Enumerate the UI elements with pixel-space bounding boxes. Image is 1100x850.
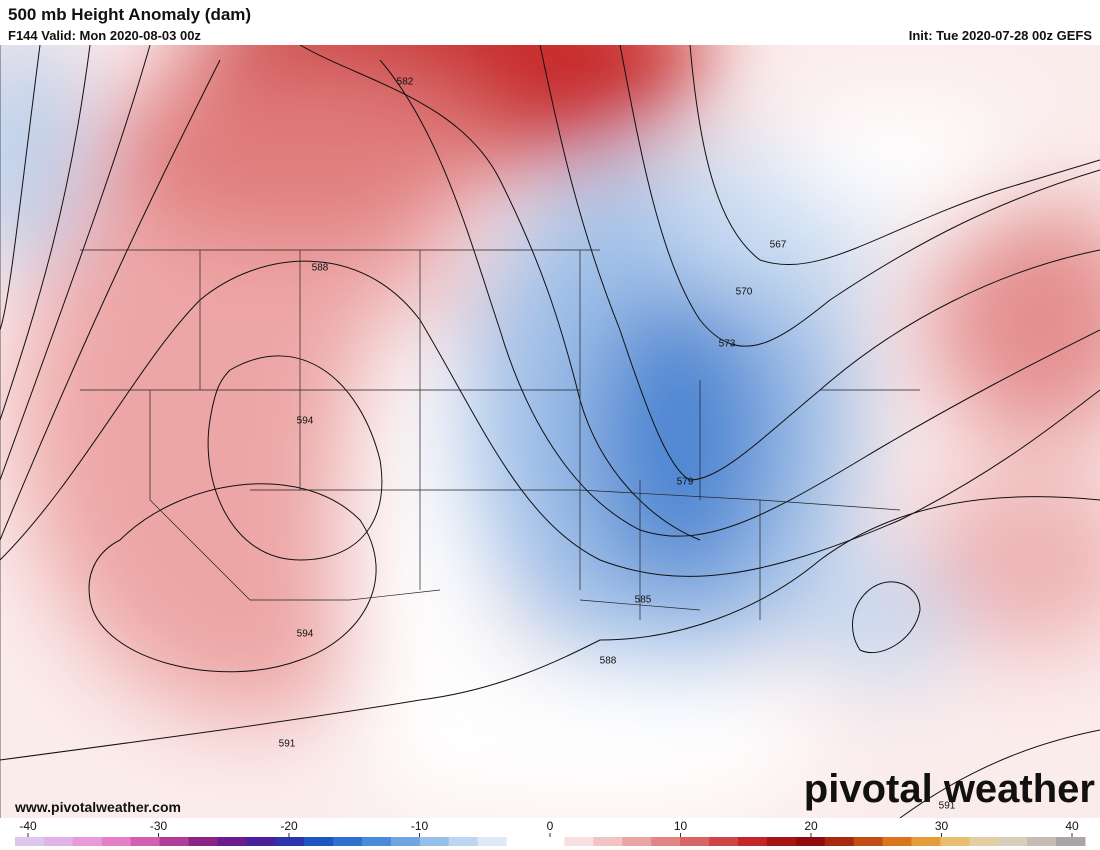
colorbar-swatch: [564, 837, 594, 846]
colorbar-swatch: [969, 837, 999, 846]
colorbar-tick-label: 20: [804, 819, 818, 833]
colorbar-swatch: [680, 837, 710, 846]
contour-label: 573: [719, 339, 736, 350]
colorbar-swatch: [911, 837, 941, 846]
contour-label: 585: [635, 595, 652, 606]
colorbar-tick-label: 10: [674, 819, 688, 833]
map: 582 588 567 570 573 594 579 585 594 588 591 591: [0, 45, 1100, 818]
colorbar-swatch: [651, 837, 681, 846]
colorbar-swatch: [43, 837, 74, 846]
borders: [0, 45, 920, 818]
title: 500 mb Height Anomaly (dam): [8, 5, 251, 24]
colorbar-swatch: [477, 837, 508, 846]
colorbar-tick-label: -10: [411, 819, 429, 833]
valid-time: F144 Valid: Mon 2020-08-03 00z: [8, 28, 201, 43]
colorbar-swatch: [159, 837, 190, 846]
contour-label: 582: [397, 77, 414, 88]
colorbar-swatch: [246, 837, 276, 846]
init-time: Init: Tue 2020-07-28 00z GEFS: [909, 28, 1093, 43]
contour-label: 594: [297, 416, 314, 427]
colorbar-swatch: [362, 837, 392, 846]
colorbar-swatch: [535, 837, 565, 846]
colorbar-swatch: [766, 837, 797, 846]
contour-label: 588: [312, 263, 329, 274]
colorbar-swatch: [998, 837, 1028, 846]
colorbar-swatch: [275, 837, 305, 846]
colorbar-tick-label: 0: [547, 819, 554, 833]
colorbar-tick-label: 30: [935, 819, 949, 833]
contour-label: 594: [297, 629, 314, 640]
contour-label: 591: [279, 739, 296, 750]
colorbar-swatch: [593, 837, 623, 846]
colorbar-swatch: [853, 837, 884, 846]
contour-label: 591: [939, 801, 956, 812]
colorbar-swatch: [1056, 837, 1086, 846]
colorbar-swatch: [882, 837, 912, 846]
colorbar-swatch: [304, 837, 334, 846]
colorbar-swatch: [448, 837, 479, 846]
website: www.pivotalweather.com: [14, 799, 181, 815]
colorbar-tick-label: 40: [1065, 819, 1079, 833]
colorbar-tick-label: -40: [19, 819, 37, 833]
colorbar-tick-label: -30: [150, 819, 168, 833]
colorbar-swatch: [506, 837, 537, 846]
colorbar-tick-label: -20: [280, 819, 298, 833]
colorbar-swatch: [1027, 837, 1057, 846]
logo: pivotal weather: [804, 767, 1095, 811]
colorbar: -40 -30 -20 -10 0 10 20 30 40: [0, 818, 1100, 850]
contour-label: 567: [770, 240, 787, 251]
colorbar-swatch: [188, 837, 218, 846]
colorbar-swatch: [824, 837, 855, 846]
height-contours: [0, 45, 1100, 818]
colorbar-swatch: [419, 837, 450, 846]
colorbar-swatch: [130, 837, 161, 846]
contour-label: 579: [677, 477, 694, 488]
colorbar-swatch: [622, 837, 652, 846]
colorbar-swatch: [795, 837, 826, 846]
colorbar-swatch: [101, 837, 132, 846]
colorbar-swatch: [333, 837, 363, 846]
colorbar-swatch: [940, 837, 970, 846]
colorbar-swatch: [709, 837, 739, 846]
contour-label: 570: [736, 287, 753, 298]
colorbar-swatch: [217, 837, 247, 846]
colorbar-swatch: [390, 837, 421, 846]
colorbar-swatch: [15, 837, 45, 846]
contour-label: 588: [600, 656, 617, 667]
colorbar-swatch: [72, 837, 103, 846]
colorbar-swatch: [737, 837, 768, 846]
